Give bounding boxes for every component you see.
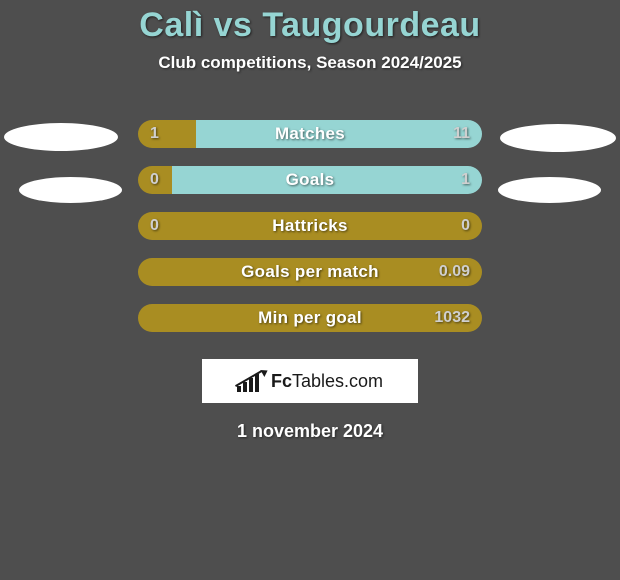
- comparison-infographic: Calì vs Taugourdeau Club competitions, S…: [0, 0, 620, 580]
- stat-bar: Hattricks0 0: [138, 212, 482, 240]
- stat-label: Goals: [138, 166, 482, 194]
- player-badge-placeholder: [19, 177, 122, 203]
- stat-bar: Goals per match0.09: [138, 258, 482, 286]
- stat-label: Goals per match: [138, 258, 482, 286]
- stat-row: Goals per match0.09: [0, 249, 620, 295]
- stat-label: Matches: [138, 120, 482, 148]
- stat-value-left: 1: [150, 120, 159, 148]
- stat-bar: Matches111: [138, 120, 482, 148]
- stat-row: Hattricks0 0: [0, 203, 620, 249]
- stat-value-right: 0: [461, 212, 470, 240]
- stat-value-right: 1032: [434, 304, 470, 332]
- infographic-date: 1 november 2024: [0, 421, 620, 442]
- stat-value-left: 0: [150, 212, 159, 240]
- player-badge-placeholder: [500, 124, 616, 152]
- brand-suffix: .com: [344, 371, 383, 391]
- stat-label: Min per goal: [138, 304, 482, 332]
- brand-chart-icon: [237, 370, 265, 392]
- stat-bar: Goals0 1: [138, 166, 482, 194]
- brand-text: FcTables.com: [271, 371, 383, 392]
- stat-value-right: 1: [461, 166, 470, 194]
- stat-value-right: 0.09: [439, 258, 470, 286]
- stat-label: Hattricks: [138, 212, 482, 240]
- stat-value-right: 11: [453, 120, 470, 148]
- brand-badge: FcTables.com: [202, 359, 418, 403]
- stat-value-left: 0: [150, 166, 159, 194]
- stat-bar: Min per goal1032: [138, 304, 482, 332]
- player-badge-placeholder: [4, 123, 118, 151]
- brand-rest: Tables: [292, 371, 344, 391]
- brand-bold: Fc: [271, 371, 292, 391]
- subtitle: Club competitions, Season 2024/2025: [0, 53, 620, 73]
- player-badge-placeholder: [498, 177, 601, 203]
- page-title: Calì vs Taugourdeau: [0, 6, 620, 45]
- stat-row: Min per goal1032: [0, 295, 620, 341]
